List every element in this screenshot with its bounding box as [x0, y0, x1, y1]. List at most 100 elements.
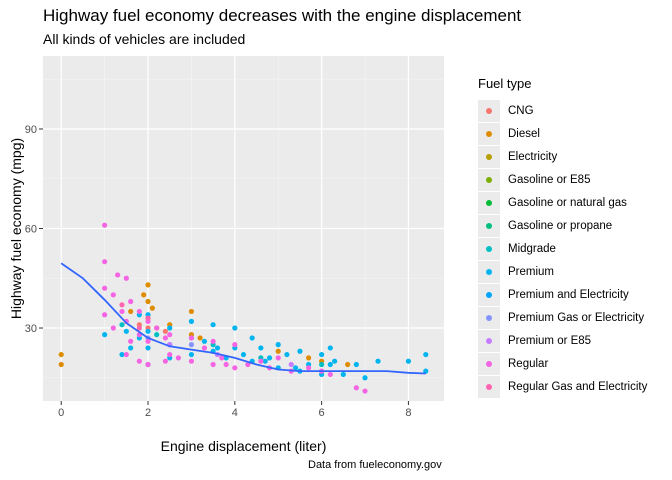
legend-item: Gasoline or E85 [478, 168, 658, 191]
legend-item: Diesel [478, 122, 658, 145]
legend-item: Regular [478, 352, 658, 375]
chart-subtitle: All kinds of vehicles are included [43, 31, 246, 47]
x-tick-label: 6 [319, 407, 325, 419]
legend-label: Diesel [508, 127, 540, 140]
data-point [319, 361, 325, 368]
data-point [245, 361, 251, 368]
data-point [145, 315, 151, 321]
data-point [145, 338, 151, 344]
data-point [167, 351, 173, 358]
legend-label: Gasoline or E85 [508, 173, 591, 186]
y-tick-label: 90 [25, 124, 37, 136]
data-point [167, 332, 173, 338]
legend-label: Premium [508, 265, 555, 278]
data-point [110, 325, 116, 331]
legend-dot-icon [486, 107, 492, 114]
legend-label: CNG [508, 104, 534, 117]
data-point [119, 302, 125, 308]
legend-item: CNG [478, 99, 658, 122]
legend-dot-icon [486, 383, 492, 390]
data-point [305, 355, 312, 361]
data-point [210, 322, 216, 328]
legend-dot-icon [486, 360, 492, 367]
legend-item: Gasoline or propane [478, 214, 658, 237]
chart-caption: Data from fueleconomy.gov [308, 459, 442, 471]
data-point [58, 361, 64, 368]
data-point [210, 361, 216, 368]
legend-item: Premium [478, 260, 658, 283]
data-point [119, 322, 125, 328]
legend-label: Premium Gas or Electricity [508, 311, 645, 324]
legend-key [478, 168, 500, 191]
data-point [188, 308, 195, 315]
legend-label: Premium and Electricity [508, 288, 629, 301]
data-point [258, 345, 264, 351]
data-point [223, 361, 229, 368]
legend-dot-icon [486, 291, 492, 298]
legend: Fuel type CNG Diesel Electricity Gasoline o… [478, 76, 658, 398]
data-point [102, 285, 108, 291]
data-point [305, 365, 312, 371]
legend-dot-icon [486, 314, 492, 321]
data-point [58, 351, 64, 358]
legend-item: Gasoline or natural gas [478, 191, 658, 214]
y-tick-label: 30 [25, 323, 37, 335]
legend-item: Premium and Electricity [478, 283, 658, 306]
data-point [188, 318, 195, 324]
legend-item: Regular Gas and Electricity [478, 375, 658, 398]
legend-label: Premium or E85 [508, 334, 592, 347]
data-point [110, 292, 116, 298]
data-point [362, 388, 368, 394]
data-point [162, 358, 168, 364]
x-tick-label: 8 [405, 407, 411, 419]
data-point [405, 358, 412, 364]
data-point [102, 259, 108, 265]
data-point [340, 371, 346, 378]
x-tick-label: 4 [232, 407, 238, 419]
data-point [119, 308, 125, 315]
data-point [284, 351, 290, 358]
legend-label: Gasoline or propane [508, 219, 613, 232]
x-axis-label: Engine displacement (liter) [161, 438, 327, 454]
x-tick-label: 2 [145, 407, 151, 419]
legend-item: Midgrade [478, 237, 658, 260]
data-point [423, 351, 429, 358]
legend-key [478, 122, 500, 145]
legend-dot-icon [486, 176, 492, 183]
axis-tick-labels: 0 2 4 6 8 30 60 90 [25, 124, 412, 419]
data-point [145, 328, 151, 334]
data-point [201, 345, 208, 351]
data-point [327, 345, 333, 351]
legend-key [478, 329, 500, 352]
legend-dot-icon [486, 268, 492, 275]
data-point [154, 325, 160, 331]
legend-key [478, 283, 500, 306]
data-point [292, 365, 299, 371]
data-point [128, 345, 134, 351]
data-point [145, 345, 151, 351]
legend-dot-icon [486, 199, 492, 206]
legend-label: Electricity [508, 150, 558, 163]
legend-key [478, 260, 500, 283]
legend-key [478, 191, 500, 214]
data-point [175, 355, 182, 361]
data-point [123, 328, 129, 334]
data-point [423, 368, 429, 374]
data-point [123, 351, 129, 358]
legend-title: Fuel type [478, 76, 532, 91]
data-point [327, 361, 333, 368]
data-point [288, 361, 294, 368]
data-point [136, 308, 142, 315]
data-point [136, 358, 142, 364]
y-axis-label: Highway fuel economy (mpg) [8, 138, 24, 319]
data-point [145, 361, 151, 368]
data-point [297, 348, 303, 354]
data-point [210, 338, 216, 344]
legend-key [478, 375, 500, 398]
legend-key [478, 145, 500, 168]
legend-item: Electricity [478, 145, 658, 168]
data-point [262, 358, 268, 364]
legend-key [478, 306, 500, 329]
data-point [214, 345, 221, 351]
